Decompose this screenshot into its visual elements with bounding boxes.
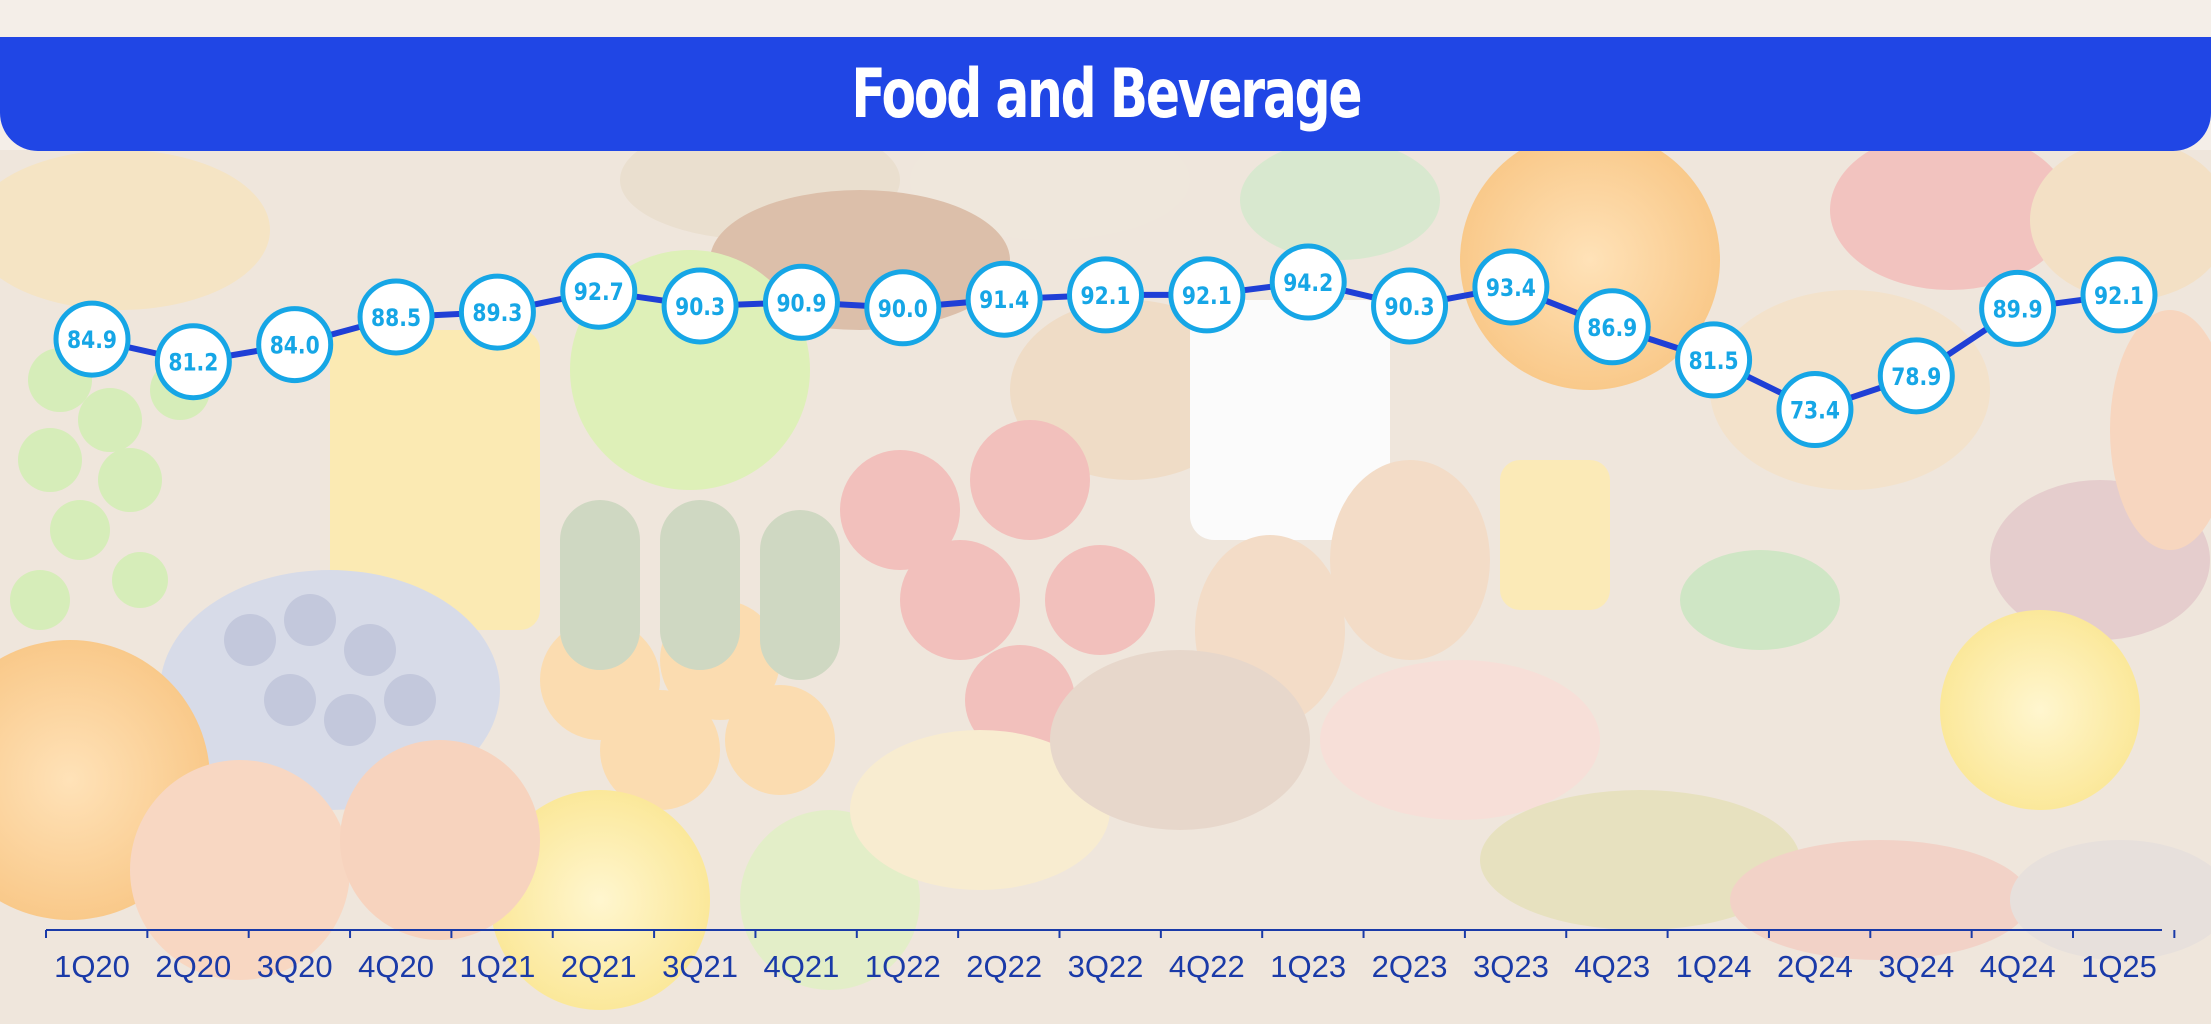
data-label: 81.2 xyxy=(168,349,218,377)
data-label: 93.4 xyxy=(1486,274,1536,302)
data-point: 90.3 xyxy=(661,267,739,345)
x-tick-label: 3Q24 xyxy=(1878,949,1954,984)
data-label: 90.3 xyxy=(1385,293,1435,321)
data-point-marker xyxy=(762,263,840,341)
data-label: 94.2 xyxy=(1283,269,1333,297)
data-point-marker xyxy=(560,252,638,330)
x-tick-label: 4Q22 xyxy=(1169,949,1245,984)
data-label: 90.9 xyxy=(776,289,826,317)
chart-title: Food and Beverage xyxy=(851,55,1362,134)
x-tick-label: 1Q22 xyxy=(865,949,941,984)
data-point: 92.7 xyxy=(560,252,638,330)
x-axis: 1Q20 2Q20 3Q20 4Q20 1Q21 2Q21 3Q21 4Q21 1Q22 2Q22… xyxy=(45,929,2176,984)
data-point: 92.1 xyxy=(1067,256,1144,334)
data-point-marker xyxy=(1472,248,1550,326)
data-point: 84.0 xyxy=(256,306,334,384)
data-points: 84.9 81.2 84.0 88.5 89.3 92.7 90.3 90.9 90.0 91.4… xyxy=(53,243,2158,449)
data-point-marker xyxy=(1371,267,1449,345)
x-tick-label: 4Q21 xyxy=(764,949,840,984)
data-point-marker xyxy=(1168,256,1246,334)
data-point: 94.2 xyxy=(1269,243,1347,321)
data-point: 78.9 xyxy=(1877,337,1955,415)
data-point-marker xyxy=(357,278,435,356)
data-point: 86.9 xyxy=(1573,288,1651,366)
data-point-marker xyxy=(1877,337,1955,415)
x-tick-label: 3Q23 xyxy=(1473,949,1549,984)
data-point: 81.2 xyxy=(154,323,232,401)
title-banner: Food and Beverage xyxy=(0,37,2211,151)
x-tick-label: 1Q24 xyxy=(1676,949,1752,984)
data-point: 88.5 xyxy=(357,278,435,356)
data-point: 89.9 xyxy=(1979,269,2057,347)
data-point-marker xyxy=(1979,269,2057,347)
data-point: 84.9 xyxy=(53,300,131,378)
data-label: 90.3 xyxy=(675,293,725,321)
data-point-marker xyxy=(1269,243,1347,321)
x-tick-label: 3Q22 xyxy=(1068,949,1144,984)
data-point-marker xyxy=(661,267,739,345)
x-tick-label: 2Q22 xyxy=(966,949,1042,984)
x-tick-label: 4Q23 xyxy=(1574,949,1650,984)
data-point: 73.4 xyxy=(1776,371,1854,449)
data-point-marker xyxy=(1776,371,1854,449)
data-point: 90.9 xyxy=(762,263,840,341)
x-tick-label: 3Q21 xyxy=(662,949,738,984)
data-point: 92.1 xyxy=(2080,256,2158,334)
data-point-marker xyxy=(1573,288,1651,366)
x-tick-label: 2Q20 xyxy=(155,949,231,984)
data-label: 84.9 xyxy=(67,326,117,354)
data-point: 93.4 xyxy=(1472,248,1550,326)
data-label: 89.9 xyxy=(1993,295,2043,323)
x-tick-label: 3Q20 xyxy=(257,949,333,984)
x-tick-label: 4Q24 xyxy=(1980,949,2056,984)
x-tick-label: 1Q25 xyxy=(2081,949,2157,984)
data-point-marker xyxy=(864,269,942,347)
data-point-marker xyxy=(1675,321,1753,399)
data-point-marker xyxy=(154,323,232,401)
data-label: 92.7 xyxy=(574,278,624,306)
data-label: 92.1 xyxy=(2094,282,2144,310)
data-label: 92.1 xyxy=(1081,282,1131,310)
data-point: 81.5 xyxy=(1675,321,1753,399)
data-label: 90.0 xyxy=(878,295,928,323)
data-label: 78.9 xyxy=(1891,363,1941,391)
x-tick-label: 4Q20 xyxy=(358,949,434,984)
data-label: 81.5 xyxy=(1689,347,1739,375)
data-point-marker xyxy=(965,260,1043,338)
data-point: 92.1 xyxy=(1168,256,1246,334)
data-point: 91.4 xyxy=(965,260,1043,338)
x-tick-label: 2Q21 xyxy=(561,949,637,984)
data-point: 90.0 xyxy=(864,269,942,347)
x-tick-label: 1Q21 xyxy=(459,949,535,984)
data-point-marker xyxy=(1067,256,1144,334)
x-tick-label: 2Q23 xyxy=(1372,949,1448,984)
data-label: 73.4 xyxy=(1790,397,1840,425)
x-tick-label: 2Q24 xyxy=(1777,949,1853,984)
data-label: 89.3 xyxy=(472,299,522,327)
data-label: 88.5 xyxy=(371,304,421,332)
data-label: 92.1 xyxy=(1182,282,1232,310)
data-point-marker xyxy=(256,306,334,384)
data-point-marker xyxy=(53,300,131,378)
data-point: 89.3 xyxy=(458,273,536,351)
x-tick-label: 1Q20 xyxy=(54,949,130,984)
x-tick-label: 1Q23 xyxy=(1270,949,1346,984)
data-point-marker xyxy=(458,273,536,351)
data-label: 91.4 xyxy=(979,286,1029,314)
data-label: 86.9 xyxy=(1587,314,1637,342)
data-point: 90.3 xyxy=(1371,267,1449,345)
data-point-marker xyxy=(2080,256,2158,334)
data-label: 84.0 xyxy=(270,332,320,360)
